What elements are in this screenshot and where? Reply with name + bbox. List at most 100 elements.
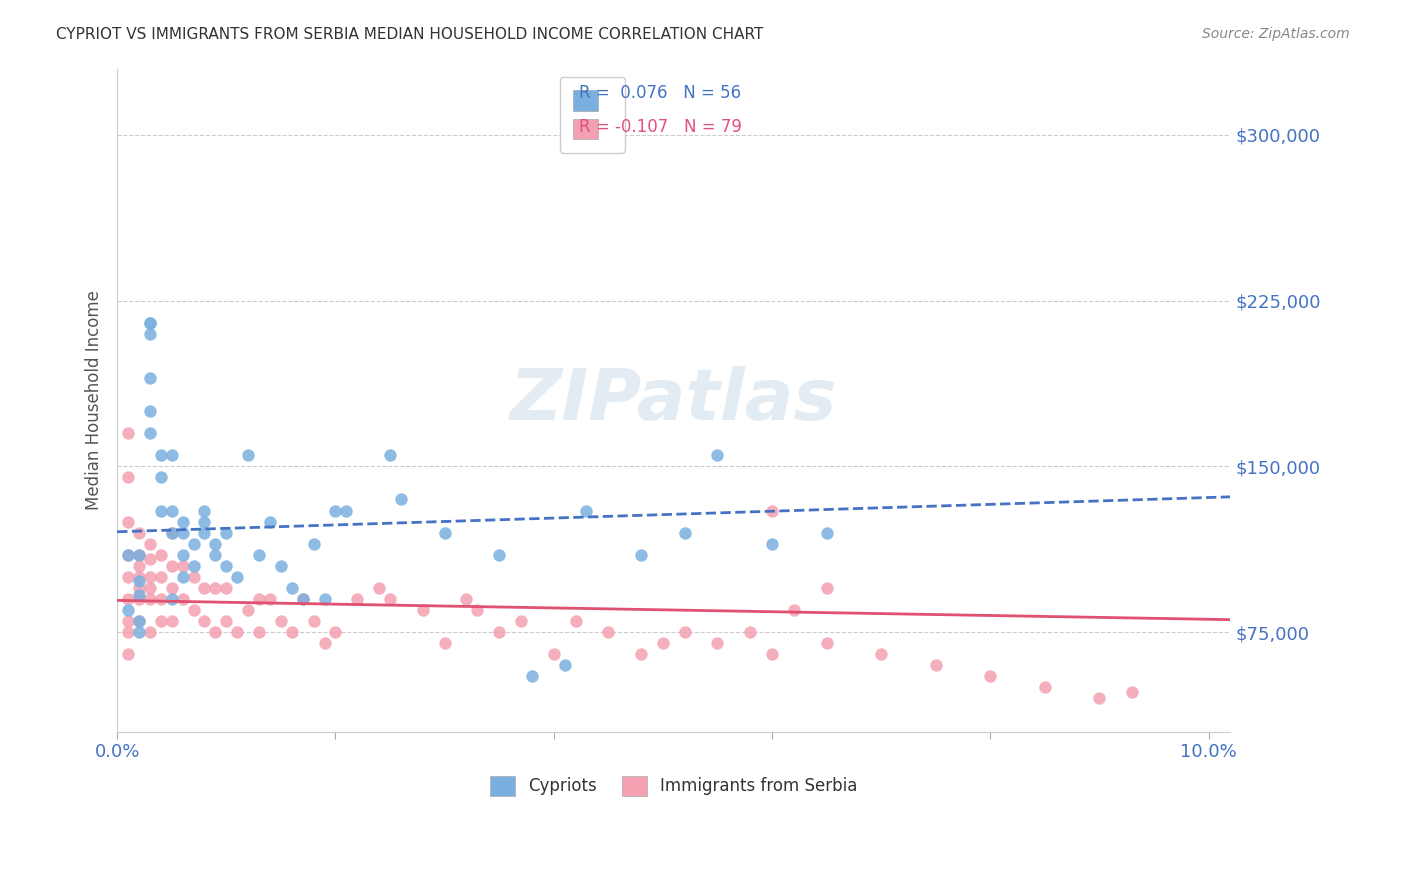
Point — [183, 570, 205, 584]
Point — [160, 448, 183, 462]
Point — [128, 581, 150, 595]
Point — [128, 614, 150, 628]
Point — [520, 669, 543, 683]
Point — [510, 614, 533, 628]
Point — [160, 581, 183, 595]
Point — [215, 614, 238, 628]
Point — [172, 570, 194, 584]
Point — [706, 448, 728, 462]
Point — [346, 591, 368, 606]
Point — [247, 548, 270, 562]
Point — [117, 647, 139, 661]
Point — [314, 636, 336, 650]
Point — [761, 647, 783, 661]
Point — [247, 591, 270, 606]
Point — [117, 591, 139, 606]
Point — [389, 492, 412, 507]
Point — [117, 426, 139, 441]
Point — [465, 603, 488, 617]
Point — [139, 591, 162, 606]
Point — [183, 558, 205, 573]
Point — [117, 515, 139, 529]
Point — [368, 581, 391, 595]
Point — [193, 614, 215, 628]
Point — [149, 614, 172, 628]
Point — [270, 558, 292, 573]
Point — [378, 591, 401, 606]
Point — [412, 603, 434, 617]
Point — [172, 525, 194, 540]
Point — [815, 581, 838, 595]
Point — [761, 503, 783, 517]
Point — [673, 625, 696, 640]
Point — [117, 570, 139, 584]
Point — [139, 316, 162, 330]
Point — [291, 591, 314, 606]
Text: R =  0.076   N = 56: R = 0.076 N = 56 — [579, 85, 741, 103]
Point — [128, 570, 150, 584]
Point — [160, 525, 183, 540]
Point — [139, 316, 162, 330]
Point — [160, 591, 183, 606]
Point — [139, 371, 162, 385]
Text: Source: ZipAtlas.com: Source: ZipAtlas.com — [1202, 27, 1350, 41]
Point — [543, 647, 565, 661]
Point — [325, 503, 347, 517]
Point — [247, 625, 270, 640]
Point — [160, 614, 183, 628]
Point — [117, 614, 139, 628]
Point — [204, 537, 226, 551]
Point — [128, 548, 150, 562]
Text: R = -0.107   N = 79: R = -0.107 N = 79 — [579, 118, 742, 136]
Point — [139, 326, 162, 341]
Point — [761, 537, 783, 551]
Point — [630, 548, 652, 562]
Point — [117, 625, 139, 640]
Point — [139, 404, 162, 418]
Point — [630, 647, 652, 661]
Point — [128, 588, 150, 602]
Point — [226, 625, 249, 640]
Point — [291, 591, 314, 606]
Point — [204, 581, 226, 595]
Point — [259, 591, 281, 606]
Point — [325, 625, 347, 640]
Point — [128, 558, 150, 573]
Point — [488, 625, 510, 640]
Point — [149, 548, 172, 562]
Point — [598, 625, 620, 640]
Point — [117, 548, 139, 562]
Point — [815, 636, 838, 650]
Point — [128, 625, 150, 640]
Point — [270, 614, 292, 628]
Point — [1033, 681, 1056, 695]
Point — [149, 448, 172, 462]
Text: CYPRIOT VS IMMIGRANTS FROM SERBIA MEDIAN HOUSEHOLD INCOME CORRELATION CHART: CYPRIOT VS IMMIGRANTS FROM SERBIA MEDIAN… — [56, 27, 763, 42]
Point — [128, 525, 150, 540]
Point — [149, 570, 172, 584]
Point — [172, 558, 194, 573]
Point — [149, 470, 172, 484]
Point — [215, 581, 238, 595]
Point — [433, 636, 456, 650]
Point — [215, 558, 238, 573]
Point — [183, 537, 205, 551]
Point — [172, 548, 194, 562]
Point — [740, 625, 762, 640]
Point — [226, 570, 249, 584]
Y-axis label: Median Household Income: Median Household Income — [86, 290, 103, 510]
Point — [783, 603, 806, 617]
Point — [706, 636, 728, 650]
Point — [378, 448, 401, 462]
Text: ZIPatlas: ZIPatlas — [510, 366, 838, 434]
Point — [651, 636, 673, 650]
Point — [160, 525, 183, 540]
Point — [870, 647, 893, 661]
Point — [554, 658, 576, 673]
Point — [281, 581, 304, 595]
Point — [456, 591, 478, 606]
Point — [575, 503, 598, 517]
Legend: Cypriots, Immigrants from Serbia: Cypriots, Immigrants from Serbia — [484, 769, 865, 803]
Point — [139, 625, 162, 640]
Point — [172, 591, 194, 606]
